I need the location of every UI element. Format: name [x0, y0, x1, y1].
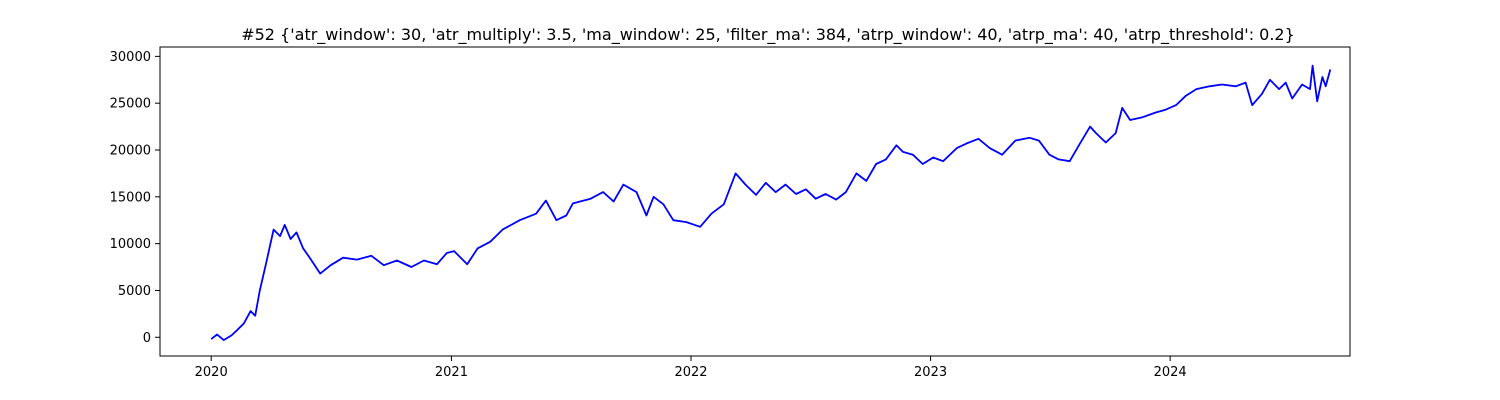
x-tick-label: 2020 [195, 365, 228, 380]
series-line [210, 64, 1332, 341]
x-tick-label: 2021 [435, 365, 468, 380]
x-axis: 2020 2021 2022 2023 2024 [195, 356, 1187, 380]
y-tick-label: 15000 [110, 190, 151, 205]
chart-title: #52 {'atr_window': 30, 'atr_multiply': 3… [241, 25, 1295, 45]
plot-area-frame [159, 46, 1351, 357]
y-tick-label: 5000 [118, 284, 151, 299]
y-tick-label: 30000 [110, 50, 151, 65]
x-tick-label: 2023 [914, 365, 947, 380]
y-axis: 0 5000 10000 15000 20000 25000 30000 [110, 50, 160, 346]
y-tick-label: 25000 [110, 97, 151, 112]
x-tick-label: 2024 [1154, 365, 1187, 380]
y-tick-label: 20000 [110, 144, 151, 159]
y-tick-label: 10000 [110, 237, 151, 252]
y-tick-label: 0 [143, 331, 151, 346]
x-tick-label: 2022 [674, 365, 707, 380]
